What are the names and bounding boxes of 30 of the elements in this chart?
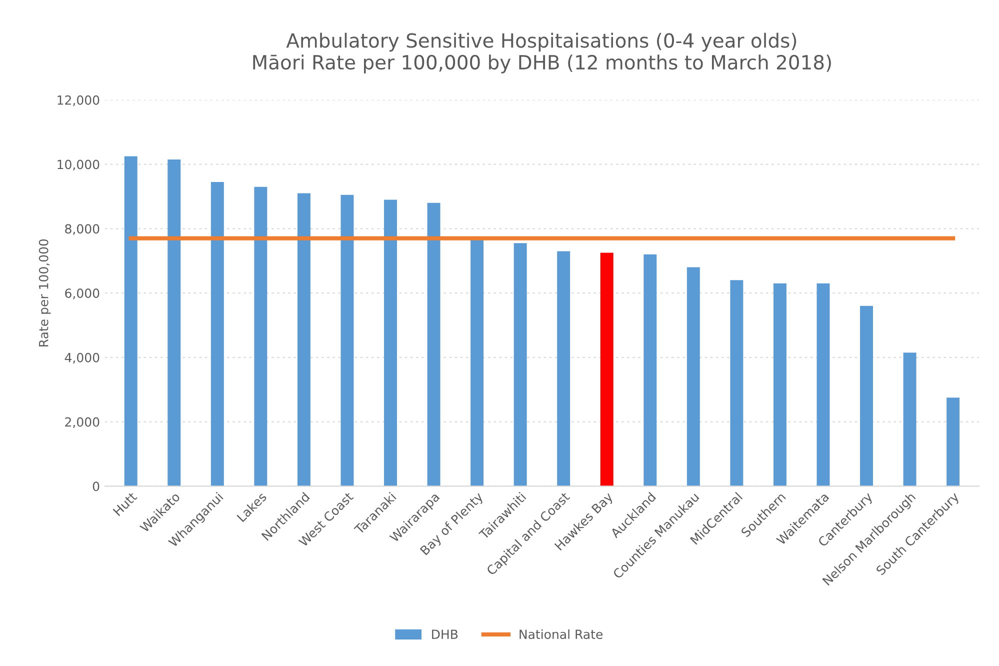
y-tick-label: 2,000 bbox=[65, 417, 100, 428]
bar bbox=[946, 398, 960, 486]
bar bbox=[514, 243, 527, 486]
bar bbox=[168, 159, 181, 486]
bar bbox=[644, 254, 657, 486]
y-tick-label: 10,000 bbox=[58, 160, 100, 170]
bar bbox=[600, 252, 614, 486]
bar bbox=[340, 194, 354, 486]
bar bbox=[254, 186, 268, 486]
y-tick-label: 12,000 bbox=[58, 95, 100, 106]
bar bbox=[773, 283, 786, 486]
bar bbox=[427, 202, 440, 486]
bar bbox=[730, 280, 744, 486]
bar bbox=[557, 251, 570, 486]
y-tick-label: 4,000 bbox=[64, 352, 100, 364]
bar bbox=[384, 200, 397, 486]
bar bbox=[860, 306, 873, 486]
legend-label: DHB bbox=[432, 630, 458, 639]
bar bbox=[686, 267, 700, 486]
bar bbox=[210, 182, 224, 486]
y-tick-label: 0 bbox=[92, 482, 100, 492]
y-tick-label: 8,000 bbox=[65, 224, 100, 235]
chart-title: Ambulatory Sensitive Hospitaisations (0-4 year olds) Māori Rate per 100,000 by DHB (12 months to March 2018) bbox=[253, 32, 831, 74]
bar bbox=[903, 352, 916, 486]
y-axis-title: Rate per 100,000 bbox=[38, 239, 51, 346]
bar bbox=[816, 283, 830, 486]
bar bbox=[124, 156, 138, 486]
legend-label: National Rate bbox=[520, 629, 602, 640]
bar bbox=[297, 193, 310, 486]
y-tick-label: 6,000 bbox=[65, 288, 100, 300]
